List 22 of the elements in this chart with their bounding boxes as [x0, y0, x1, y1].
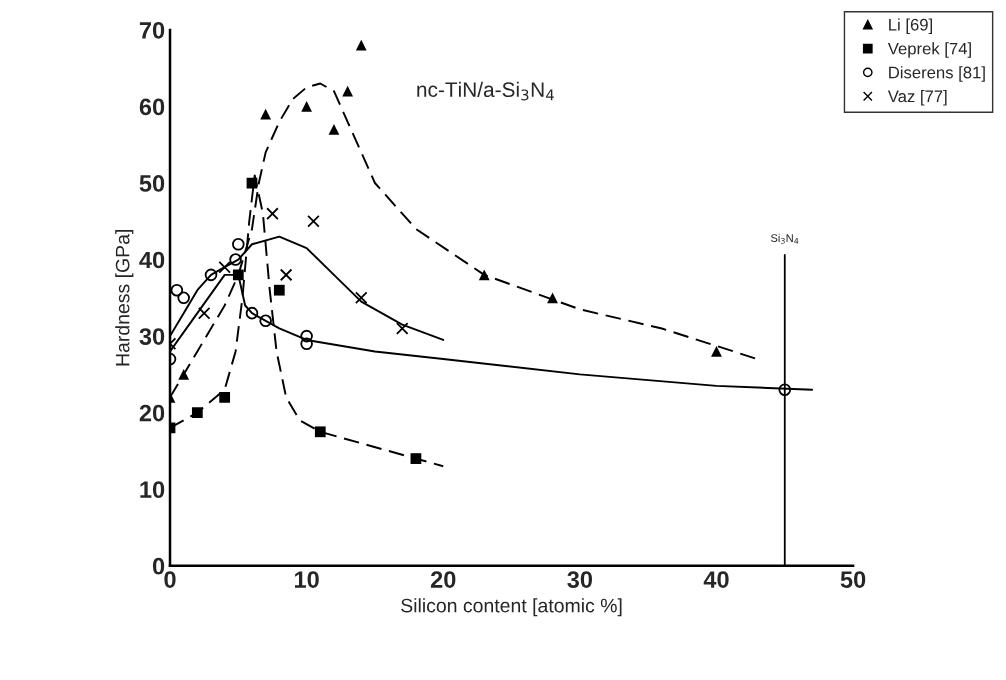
y-tick-label: 50 — [139, 175, 165, 192]
y-tick-label: 20 — [139, 404, 165, 422]
y-axis-title: Hardness [GPa] — [115, 230, 134, 366]
x-tick-label: 50 — [840, 571, 866, 588]
x-axis-title: Silicon content [atomic %] — [401, 598, 622, 617]
y-tick-label: 40 — [139, 251, 165, 269]
x-tick-label: 20 — [430, 571, 456, 588]
y-tick-label: 10 — [140, 481, 165, 498]
y-tick-label: 60 — [139, 98, 165, 116]
legend-label: Li [69] — [889, 18, 932, 34]
x-tick-label: 30 — [567, 571, 593, 588]
legend-label: Diserens [81] — [889, 66, 985, 82]
y-tick-label: 30 — [139, 328, 165, 345]
legend-label: Vaz [77] — [887, 90, 947, 106]
x-tick-label: 40 — [703, 571, 729, 588]
ref-line-label: Si$_{3}$N$_{4}$ — [770, 233, 799, 244]
annotation: nc-TiN/a-Si$_{3}$N$_{4}$ — [417, 81, 554, 101]
y-tick-label: 70 — [139, 21, 165, 39]
x-tick-label: 10 — [294, 571, 319, 588]
y-tick-label: 0 — [152, 557, 165, 575]
x-tick-label: 0 — [164, 571, 176, 588]
legend-label: Veprek [74] — [887, 42, 971, 58]
